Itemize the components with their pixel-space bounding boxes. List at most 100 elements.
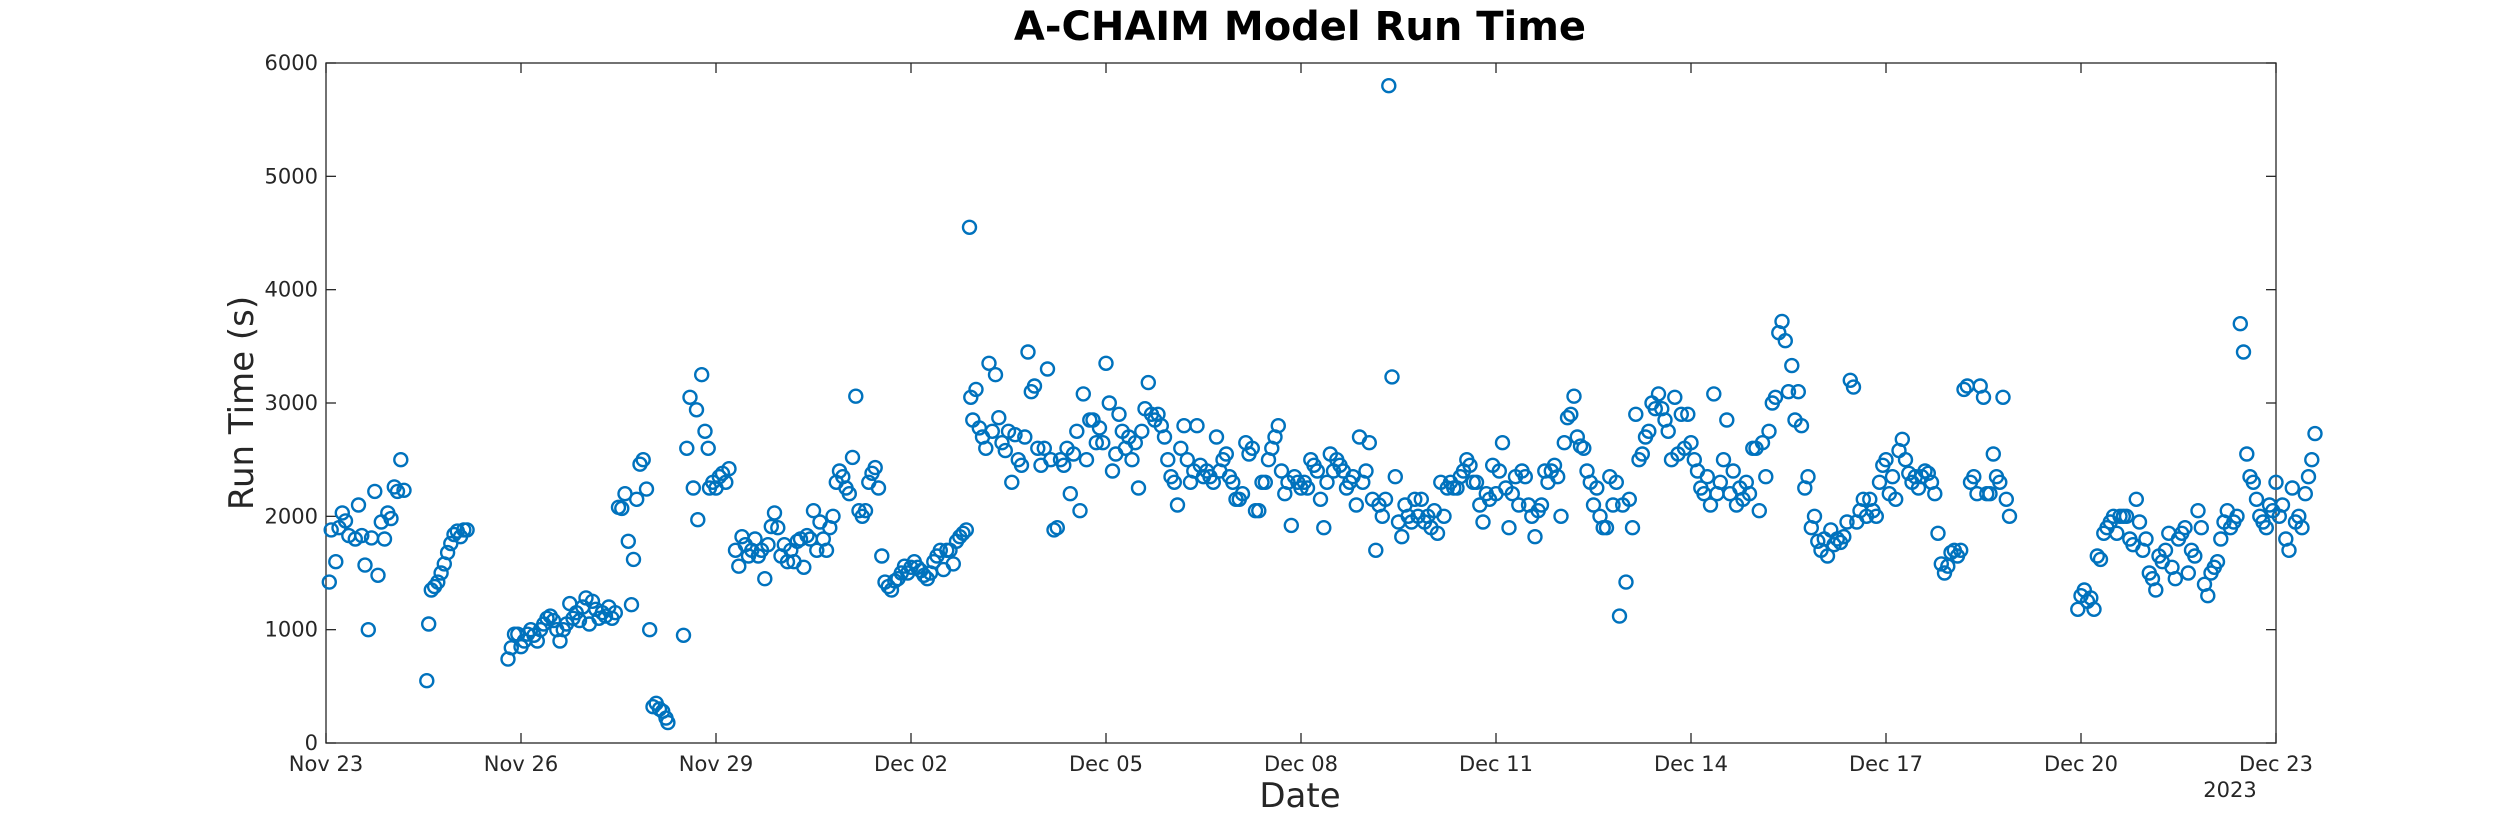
data-point — [1647, 401, 1664, 417]
data-point — [1429, 525, 1446, 541]
data-point — [1140, 374, 1157, 391]
data-point — [685, 480, 701, 496]
data-point — [968, 381, 984, 398]
data-point — [1725, 463, 1741, 479]
data-point — [1800, 469, 1816, 485]
data-point — [321, 574, 337, 590]
data-point — [1940, 558, 1956, 574]
data-point — [2297, 486, 2314, 502]
data-point — [1628, 406, 1644, 422]
data-point — [393, 452, 409, 468]
data-point — [383, 510, 399, 527]
data-point — [1933, 556, 1950, 572]
data-point — [1758, 469, 1774, 485]
data-point — [734, 529, 750, 545]
data-point — [389, 483, 406, 500]
data-point — [1394, 529, 1410, 545]
data-point — [1056, 457, 1072, 473]
data-point — [2092, 551, 2109, 568]
data-point — [1660, 423, 1676, 439]
data-point — [809, 542, 825, 558]
data-point — [1761, 423, 1777, 439]
y-tick-label: 3000 — [265, 391, 318, 415]
data-point — [1039, 361, 1056, 377]
y-tick-label: 6000 — [265, 51, 318, 75]
data-point — [1251, 503, 1267, 519]
data-point — [2281, 542, 2297, 558]
data-point — [1992, 474, 2008, 490]
data-point — [620, 533, 636, 549]
data-point — [614, 500, 630, 517]
data-point — [2268, 474, 2284, 490]
data-point — [2213, 531, 2229, 547]
data-point — [2245, 474, 2262, 490]
data-point — [1361, 435, 1378, 451]
data-point — [607, 605, 623, 621]
data-point — [2177, 520, 2193, 536]
data-point — [1091, 420, 1108, 436]
data-point — [1316, 520, 1332, 536]
data-point — [1706, 386, 1722, 402]
data-point — [1533, 497, 1550, 513]
data-point — [955, 525, 971, 541]
data-point — [1810, 533, 1826, 549]
data-point — [2109, 525, 2125, 541]
x-tick-label: Dec 11 — [1459, 752, 1533, 776]
data-point — [370, 567, 386, 583]
data-point — [354, 527, 370, 544]
data-point — [1553, 508, 1569, 524]
y-tick-label: 4000 — [265, 278, 318, 302]
data-point — [1205, 474, 1222, 490]
data-point — [337, 513, 354, 529]
data-point — [1884, 469, 1901, 485]
data-point — [1673, 406, 1690, 422]
data-point — [1095, 435, 1111, 451]
data-point — [916, 567, 932, 583]
data-point — [1549, 469, 1566, 485]
data-point — [1650, 386, 1667, 402]
data-point — [1621, 491, 1638, 507]
data-point — [1043, 452, 1059, 468]
data-point — [2118, 508, 2135, 524]
x-tick-label: Dec 05 — [1069, 752, 1143, 776]
data-point — [766, 505, 783, 521]
data-point — [1605, 497, 1621, 513]
data-point — [2070, 601, 2086, 617]
data-point — [1501, 520, 1517, 536]
data-point — [635, 452, 651, 468]
data-point — [1257, 474, 1274, 490]
data-point — [376, 531, 393, 547]
data-point — [2274, 497, 2291, 513]
data-point — [433, 565, 449, 581]
data-point — [688, 402, 705, 418]
data-point — [1130, 480, 1147, 496]
data-point — [1823, 522, 1839, 538]
data-point — [1611, 608, 1628, 624]
data-point — [2138, 531, 2154, 547]
data-point — [1049, 520, 1066, 536]
data-point — [675, 627, 692, 643]
data-point — [1559, 410, 1576, 426]
data-point — [763, 518, 779, 535]
data-point — [1374, 508, 1391, 524]
data-point — [1608, 474, 1625, 490]
data-point — [1088, 435, 1105, 451]
data-point — [1699, 469, 1716, 485]
data-point — [1556, 435, 1573, 451]
data-point — [1683, 435, 1699, 451]
data-point — [747, 531, 763, 547]
data-point — [1104, 463, 1121, 479]
data-point — [874, 548, 890, 564]
data-point — [721, 461, 737, 477]
data-point — [1462, 457, 1478, 473]
data-point — [1160, 452, 1176, 468]
data-point — [1069, 423, 1085, 439]
data-point — [1527, 529, 1543, 545]
data-point — [2200, 588, 2216, 604]
data-point — [623, 597, 640, 613]
data-point — [357, 557, 373, 573]
data-point — [1982, 486, 1998, 502]
data-point — [1504, 486, 1521, 502]
data-point — [1169, 497, 1186, 513]
